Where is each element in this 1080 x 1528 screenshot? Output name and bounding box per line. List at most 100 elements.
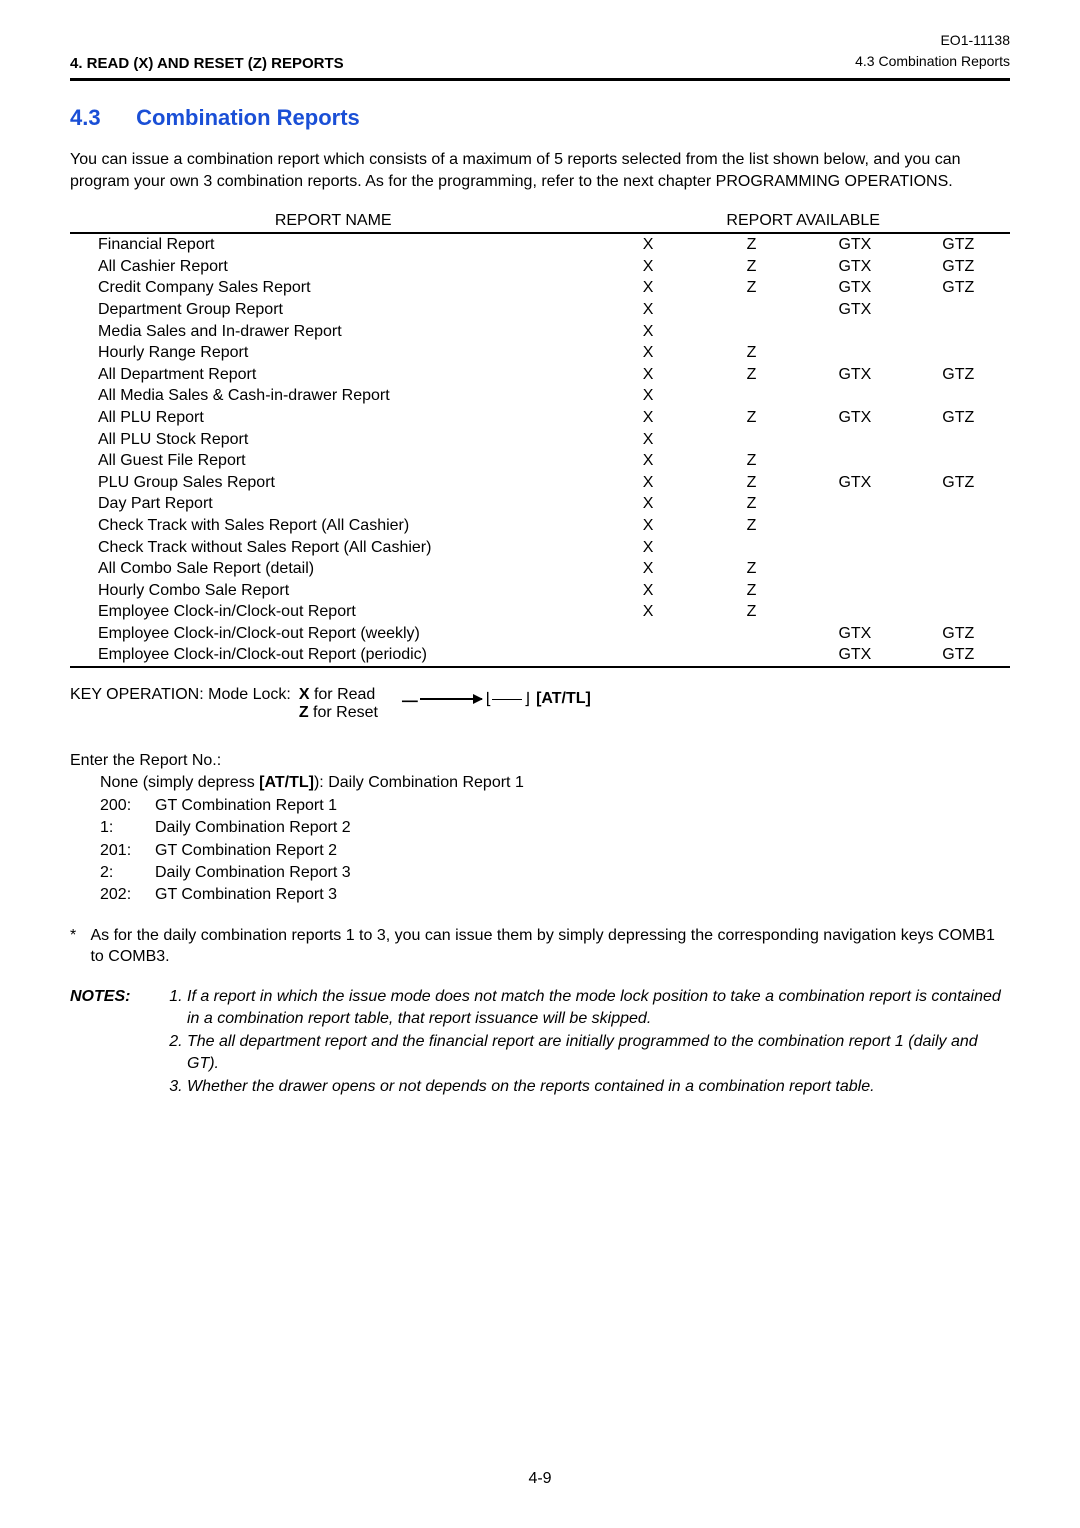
- report-name-cell: Financial Report: [70, 233, 596, 256]
- z-cell: Z: [700, 364, 803, 386]
- x-cell: X: [596, 450, 699, 472]
- notes-block: NOTES: If a report in which the issue mo…: [70, 986, 1010, 1100]
- keyop-x-rest: for Read: [310, 686, 376, 703]
- report-no-item: 2:Daily Combination Report 3: [100, 862, 1010, 884]
- report-name-cell: All Guest File Report: [70, 450, 596, 472]
- key-operation: KEY OPERATION: Mode Lock: X for Read Z f…: [70, 686, 1010, 722]
- none-post: ): Daily Combination Report 1: [314, 774, 524, 791]
- gtz-cell: [907, 515, 1010, 537]
- table-row: Department Group ReportXGTX: [70, 299, 1010, 321]
- report-no-label: GT Combination Report 3: [155, 884, 337, 906]
- breadcrumb: 4.3 Combination Reports: [855, 51, 1010, 72]
- gtx-cell: GTX: [803, 299, 906, 321]
- x-cell: X: [596, 321, 699, 343]
- z-cell: [700, 623, 803, 645]
- table-row: Media Sales and In-drawer ReportX: [70, 321, 1010, 343]
- z-cell: Z: [700, 233, 803, 256]
- z-cell: [700, 537, 803, 559]
- z-cell: Z: [700, 515, 803, 537]
- page-header: 4. READ (X) AND RESET (Z) REPORTS EO1-11…: [70, 30, 1010, 72]
- z-cell: Z: [700, 256, 803, 278]
- report-name-cell: Department Group Report: [70, 299, 596, 321]
- keyop-diagram: ─ ⌊ ⌋ [AT/TL]: [394, 688, 591, 710]
- report-name-cell: All PLU Report: [70, 407, 596, 429]
- report-table: REPORT NAME REPORT AVAILABLE Financial R…: [70, 210, 1010, 668]
- th-report-name: REPORT NAME: [70, 210, 596, 233]
- gtx-cell: [803, 450, 906, 472]
- table-row: Employee Clock-in/Clock-out Report (week…: [70, 623, 1010, 645]
- table-row: All Media Sales & Cash-in-drawer ReportX: [70, 385, 1010, 407]
- th-report-available: REPORT AVAILABLE: [596, 210, 1010, 233]
- x-cell: X: [596, 233, 699, 256]
- x-cell: X: [596, 364, 699, 386]
- gtx-cell: GTX: [803, 256, 906, 278]
- report-name-cell: PLU Group Sales Report: [70, 472, 596, 494]
- page: 4. READ (X) AND RESET (Z) REPORTS EO1-11…: [0, 0, 1080, 1528]
- notes-label: NOTES:: [70, 986, 165, 1100]
- report-no-label: GT Combination Report 1: [155, 795, 337, 817]
- z-cell: Z: [700, 407, 803, 429]
- report-no-label: Daily Combination Report 2: [155, 817, 351, 839]
- table-row: Employee Clock-in/Clock-out Report (peri…: [70, 644, 1010, 667]
- report-no-title: Enter the Report No.:: [70, 750, 1010, 772]
- x-cell: [596, 644, 699, 667]
- x-cell: X: [596, 407, 699, 429]
- notes-item: Whether the drawer opens or not depends …: [187, 1076, 1010, 1098]
- page-number: 4-9: [0, 1470, 1080, 1488]
- intro-paragraph: You can issue a combination report which…: [70, 149, 1010, 192]
- report-no-code: 201:: [100, 840, 155, 862]
- z-cell: [700, 299, 803, 321]
- notes-item: If a report in which the issue mode does…: [187, 986, 1010, 1029]
- gtx-cell: [803, 429, 906, 451]
- notes-item: The all department report and the financ…: [187, 1031, 1010, 1074]
- gtz-cell: [907, 493, 1010, 515]
- x-cell: X: [596, 515, 699, 537]
- report-number-block: Enter the Report No.: None (simply depre…: [70, 750, 1010, 907]
- report-no-code: 2:: [100, 862, 155, 884]
- gtx-cell: [803, 342, 906, 364]
- report-name-cell: All Department Report: [70, 364, 596, 386]
- gtz-cell: GTZ: [907, 233, 1010, 256]
- report-no-item: 1:Daily Combination Report 2: [100, 817, 1010, 839]
- table-row: PLU Group Sales ReportXZGTXGTZ: [70, 472, 1010, 494]
- asterisk-icon: *: [70, 925, 90, 968]
- gtz-cell: [907, 450, 1010, 472]
- table-row: Check Track with Sales Report (All Cashi…: [70, 515, 1010, 537]
- table-row: All PLU Stock ReportX: [70, 429, 1010, 451]
- gtz-cell: [907, 385, 1010, 407]
- x-cell: X: [596, 601, 699, 623]
- x-cell: X: [596, 537, 699, 559]
- x-cell: X: [596, 580, 699, 602]
- report-name-cell: All Cashier Report: [70, 256, 596, 278]
- gtx-cell: GTX: [803, 623, 906, 645]
- gtz-cell: GTZ: [907, 277, 1010, 299]
- report-name-cell: All Media Sales & Cash-in-drawer Report: [70, 385, 596, 407]
- keyop-x-line: X for Read: [299, 686, 378, 704]
- z-cell: [700, 429, 803, 451]
- report-name-cell: Check Track without Sales Report (All Ca…: [70, 537, 596, 559]
- none-bold: [AT/TL]: [259, 774, 314, 791]
- report-name-cell: Check Track with Sales Report (All Cashi…: [70, 515, 596, 537]
- x-cell: X: [596, 558, 699, 580]
- x-cell: X: [596, 256, 699, 278]
- table-row: All PLU ReportXZGTXGTZ: [70, 407, 1010, 429]
- doc-code: EO1-11138: [855, 30, 1010, 51]
- gtx-cell: [803, 601, 906, 623]
- gtz-cell: GTZ: [907, 644, 1010, 667]
- gtz-cell: [907, 580, 1010, 602]
- x-cell: X: [596, 342, 699, 364]
- table-row: Hourly Range ReportXZ: [70, 342, 1010, 364]
- report-name-cell: Employee Clock-in/Clock-out Report (week…: [70, 623, 596, 645]
- gtz-cell: GTZ: [907, 407, 1010, 429]
- z-cell: Z: [700, 601, 803, 623]
- gtx-cell: [803, 580, 906, 602]
- report-no-code: 1:: [100, 817, 155, 839]
- gtx-cell: [803, 493, 906, 515]
- report-name-cell: Day Part Report: [70, 493, 596, 515]
- z-cell: Z: [700, 558, 803, 580]
- x-cell: X: [596, 429, 699, 451]
- gtz-cell: [907, 299, 1010, 321]
- report-no-label: Daily Combination Report 3: [155, 862, 351, 884]
- table-row: All Combo Sale Report (detail)XZ: [70, 558, 1010, 580]
- report-no-code: 200:: [100, 795, 155, 817]
